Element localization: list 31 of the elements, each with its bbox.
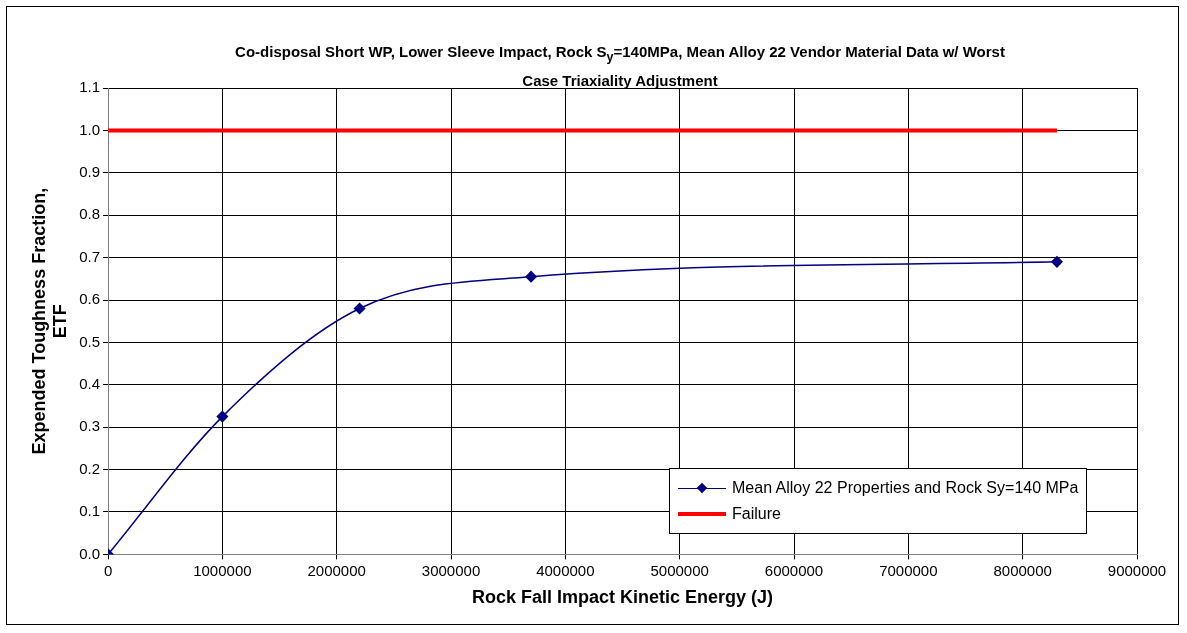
y-tick-label: 1.1 [79, 78, 101, 96]
point [1051, 256, 1063, 268]
legend-label: Mean Alloy 22 Properties and Rock Sy=140 MPa [732, 479, 1079, 498]
y-tick-label: 1.0 [79, 120, 101, 138]
y-tick-label: 0.2 [79, 459, 101, 477]
x-tick-label: 6000000 [764, 561, 824, 579]
x-axis-title: Rock Fall Impact Kinetic Energy (J) [471, 587, 774, 608]
legend-label: Failure [732, 505, 781, 524]
chart-title: Co-disposal Short WP, Lower Sleeve Impact, Rock S$_{y}$=140MPa, Mean Alloy 22 Vendor Material Data w/ Worst Case Triaxiality Adjustment [234, 42, 1006, 91]
x-tick-label: 0 [103, 561, 113, 579]
x-tick-label: 9000000 [1107, 561, 1167, 579]
x-tick-label: 8000000 [993, 561, 1052, 579]
x-tick-label: 7000000 [879, 561, 938, 579]
x-tick-label: 1000000 [193, 561, 252, 579]
x-tick-label: 2000000 [307, 561, 366, 579]
y-tick-label: 0.4 [79, 374, 101, 392]
y-tick-label: 0.9 [79, 162, 101, 180]
point [353, 302, 366, 315]
y-tick-label: 0.3 [79, 417, 101, 435]
y-tick-label: 0.7 [79, 247, 101, 265]
y-tick-label: 0.5 [79, 332, 101, 350]
y-tick-label: 0.6 [79, 290, 101, 308]
x-tick-label: 5000000 [650, 561, 709, 579]
x-tick-label: 3000000 [421, 561, 481, 579]
x-tick-label: 4000000 [536, 561, 595, 579]
y-tick-label: 0.0 [79, 544, 101, 562]
point [525, 270, 537, 283]
point [216, 410, 229, 423]
y-axis-title: Expended Toughness Fraction, ETF [28, 187, 71, 455]
y-tick-label: 0.8 [79, 205, 101, 223]
y-tick-label: 0.1 [79, 502, 101, 520]
